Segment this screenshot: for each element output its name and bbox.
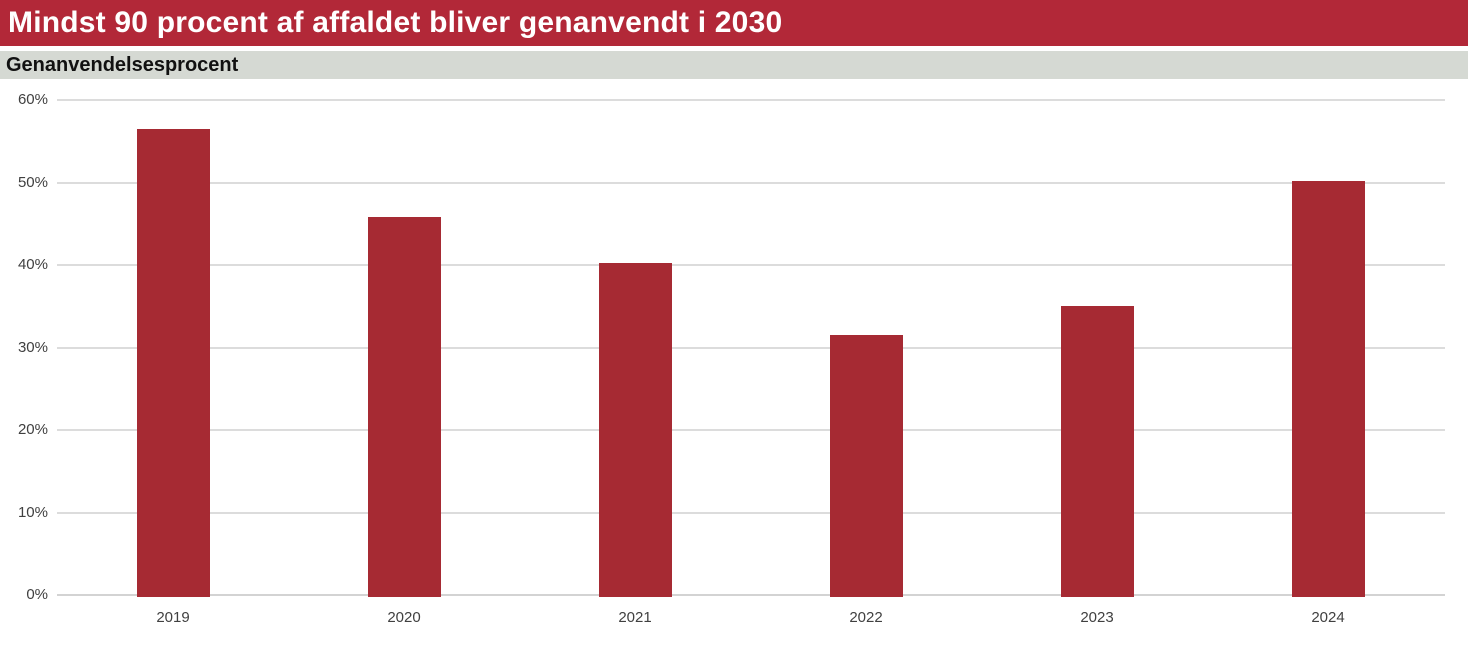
y-axis-tick-label: 60% [17, 91, 48, 108]
y-axis-tick-label: 40% [17, 256, 48, 273]
x-axis-category-label: 2020 [387, 609, 421, 626]
y-axis-tick-label: 30% [17, 338, 48, 356]
gridline [57, 429, 1445, 431]
chart-subtitle-band: Genanvendelsesprocent [0, 51, 1468, 79]
x-axis-category-label: 2023 [1080, 609, 1114, 626]
x-axis-category-label: 2024 [1311, 609, 1345, 626]
chart-title-band: Mindst 90 procent af affaldet bliver gen… [0, 0, 1468, 46]
y-axis-tick-label: 20% [17, 421, 48, 438]
bar-2020 [367, 217, 441, 597]
bar-2021 [598, 262, 672, 597]
chart-subtitle: Genanvendelsesprocent [6, 53, 239, 76]
bar-2024 [1291, 180, 1365, 597]
gridline [57, 181, 1445, 184]
bar-2023 [1060, 306, 1134, 597]
chart-title: Mindst 90 procent af affaldet bliver gen… [8, 6, 783, 39]
gridline [57, 264, 1445, 266]
gridline [57, 99, 1445, 101]
bar-2022 [829, 335, 903, 597]
x-axis-category-label: 2019 [156, 609, 190, 626]
gridline [57, 346, 1445, 349]
y-axis-tick-label: 50% [17, 173, 48, 191]
bar-2019 [136, 128, 210, 597]
gridline [57, 511, 1445, 514]
x-axis-category-label: 2022 [849, 609, 883, 626]
x-axis-baseline [57, 594, 1445, 596]
y-axis-tick-label: 0% [26, 586, 48, 603]
x-axis-category-label: 2021 [618, 609, 652, 626]
y-axis-tick-label: 10% [17, 503, 48, 521]
